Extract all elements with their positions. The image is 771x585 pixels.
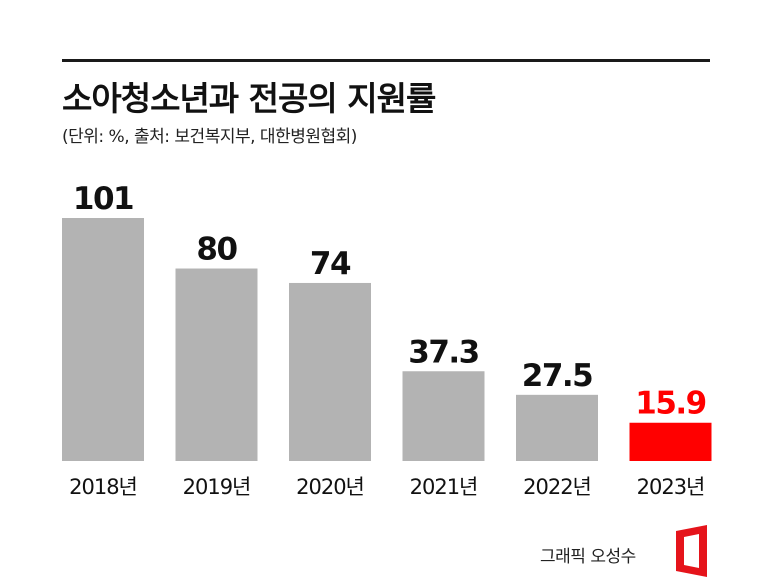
category-label-1: 2019년 xyxy=(183,475,251,499)
graphic-credit: 그래픽 오성수 xyxy=(540,547,636,567)
bar-4 xyxy=(516,394,598,461)
bar-5 xyxy=(629,422,712,461)
bar-2 xyxy=(289,282,371,461)
value-label-0: 101 xyxy=(73,181,133,217)
category-label-0: 2018년 xyxy=(69,475,137,499)
value-label-3: 37.3 xyxy=(408,334,479,370)
category-label-3: 2021년 xyxy=(410,475,478,499)
value-label-4: 27.5 xyxy=(522,358,593,394)
category-label-2: 2020년 xyxy=(296,475,364,499)
value-label-5: 15.9 xyxy=(635,386,706,422)
chart-subtitle: (단위: %, 출처: 보건복지부, 대한병원협회) xyxy=(62,127,357,147)
bar-0 xyxy=(62,218,144,461)
chart-title: 소아청소년과 전공의 지원률 xyxy=(62,79,436,118)
category-label-4: 2022년 xyxy=(523,475,591,499)
category-label-5: 2023년 xyxy=(637,475,705,499)
value-label-2: 74 xyxy=(310,246,351,282)
bar-1 xyxy=(175,268,258,461)
value-label-1: 80 xyxy=(196,232,237,268)
red-bracket-logo-icon xyxy=(676,525,707,577)
bar-3 xyxy=(402,371,485,461)
top-rule xyxy=(62,59,710,62)
